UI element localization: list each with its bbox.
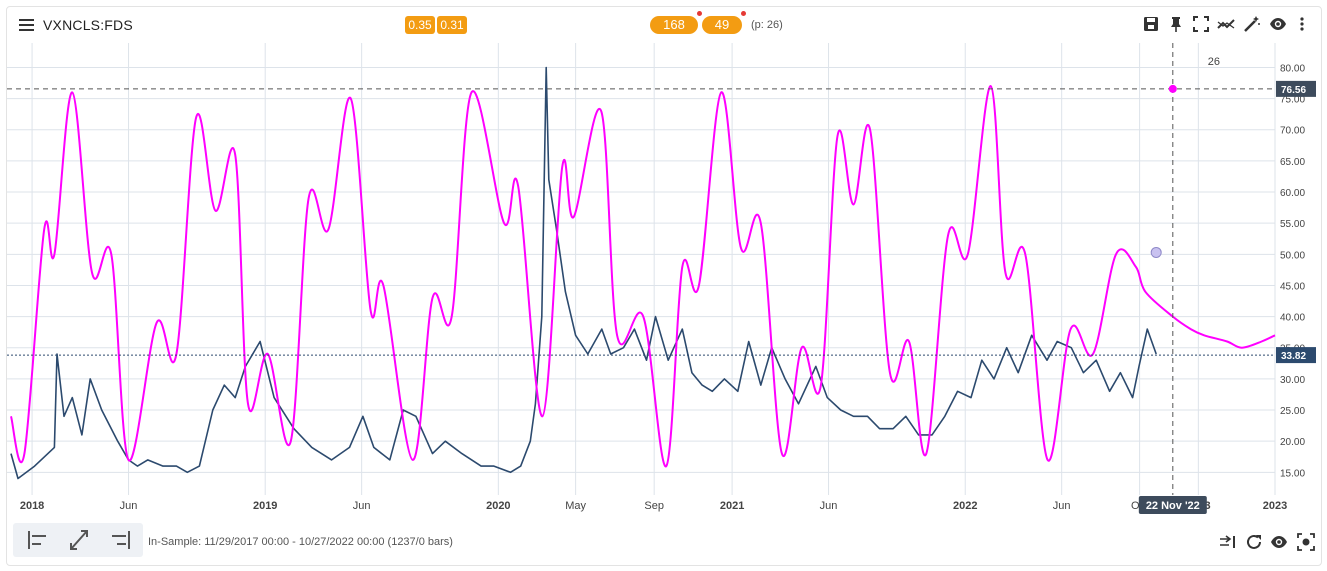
x-tick-label: Sep [644, 500, 664, 512]
trend-icon[interactable] [1217, 15, 1235, 33]
x-tick-label: 2022 [953, 500, 977, 512]
crosshair-date-label: 22 Nov '22 [1146, 500, 1200, 512]
x-tick-label: Jun [353, 500, 371, 512]
last-price-box [1276, 347, 1316, 364]
series-line-cycle [10, 85, 1276, 468]
badge-a[interactable]: 0.35 [405, 16, 435, 34]
more-icon[interactable] [1297, 15, 1307, 33]
y-tick-label: 15.00 [1280, 468, 1305, 479]
x-tick-label: 2021 [720, 500, 744, 512]
chart-window: VXNCLS:FDS 0.35 0.31 168 49 (p: 26) [6, 6, 1322, 566]
zoom-button-group [13, 523, 143, 557]
y-tick-label: 50.00 [1280, 250, 1305, 261]
badge-b[interactable]: 0.31 [437, 16, 467, 34]
y-tick-label: 45.00 [1280, 281, 1305, 292]
x-tick-label: May [565, 500, 586, 512]
y-tick-label: 20.00 [1280, 437, 1305, 448]
hamburger-menu-icon[interactable] [19, 19, 34, 31]
series-layer [10, 66, 1276, 480]
magic-wand-icon[interactable] [1243, 15, 1261, 33]
x-tick-label: 2019 [253, 500, 277, 512]
in-sample-info: In-Sample: 11/29/2017 00:00 - 10/27/2022… [148, 536, 453, 548]
top-toolbar: VXNCLS:FDS 0.35 0.31 168 49 (p: 26) [7, 7, 1321, 43]
eye-icon[interactable] [1269, 15, 1287, 33]
x-axis: 2018Jun2019Jun2020MaySep2021Jun2022JunOc… [20, 500, 1287, 512]
notification-dot-b [741, 11, 746, 16]
last-price-label: 33.82 [1281, 351, 1306, 362]
crosshair-price-label: 76.56 [1281, 85, 1306, 96]
y-tick-label: 55.00 [1280, 219, 1305, 230]
x-tick-label: 2023 [1263, 500, 1287, 512]
jump-to-end-icon[interactable] [1219, 533, 1237, 551]
visibility-eye-icon[interactable] [1270, 533, 1288, 551]
y-tick-label: 40.00 [1280, 313, 1305, 324]
series-line-price [10, 66, 1157, 480]
refresh-icon[interactable] [1245, 533, 1263, 551]
period-label: 26 [1208, 56, 1220, 68]
peak-marker [1168, 84, 1177, 93]
fullscreen-icon[interactable] [1192, 15, 1210, 33]
notification-dot-a [697, 11, 702, 16]
overlay-layer: 76.56 33.82 22 Nov '22 26 [7, 43, 1316, 514]
period-info: (p: 26) [751, 19, 783, 31]
x-tick-label: Jun [120, 500, 138, 512]
x-tick-label: 2020 [486, 500, 510, 512]
x-tick-label: Jun [820, 500, 838, 512]
point-marker [1150, 246, 1162, 258]
y-tick-label: 70.00 [1280, 126, 1305, 137]
y-tick-label: 65.00 [1280, 157, 1305, 168]
align-right-icon[interactable] [101, 523, 141, 557]
y-tick-label: 80.00 [1280, 63, 1305, 74]
price-cycle-chart[interactable]: 15.0020.0025.0030.0035.0040.0045.0050.00… [7, 43, 1323, 551]
y-axis: 15.0020.0025.0030.0035.0040.0045.0050.00… [1280, 63, 1305, 479]
y-tick-label: 60.00 [1280, 188, 1305, 199]
crosshair-price-box [1276, 80, 1316, 97]
y-tick-label: 30.00 [1280, 375, 1305, 386]
pill-b[interactable]: 49 [702, 16, 742, 34]
crosshair-date-box [1138, 496, 1207, 514]
y-tick-label: 25.00 [1280, 406, 1305, 417]
save-icon[interactable] [1142, 15, 1160, 33]
x-tick-label: 2018 [20, 500, 44, 512]
x-tick-label: Jun [1053, 500, 1071, 512]
symbol-title: VXNCLS:FDS [43, 17, 133, 33]
screenshot-icon[interactable] [1297, 533, 1315, 551]
grid [7, 43, 1276, 495]
pill-a[interactable]: 168 [650, 16, 698, 34]
align-left-icon[interactable] [17, 523, 57, 557]
y-tick-label: 75.00 [1280, 95, 1305, 106]
pin-icon[interactable] [1167, 15, 1185, 33]
expand-icon[interactable] [59, 523, 99, 557]
